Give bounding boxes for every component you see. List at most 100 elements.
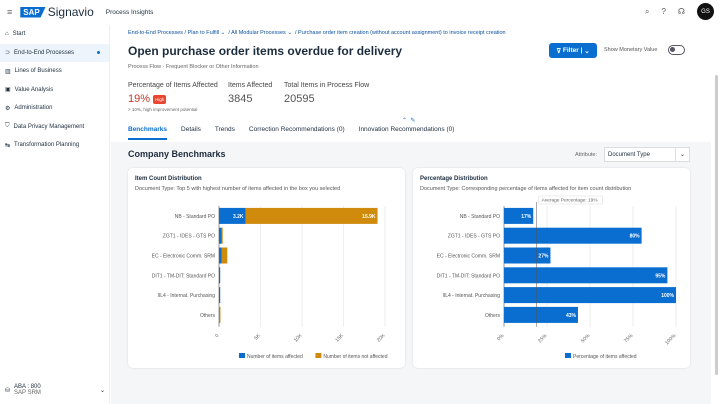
home-icon: ⌂: [5, 31, 9, 38]
filter-icon: ⊽: [556, 47, 563, 55]
data-label: 43%: [566, 313, 577, 319]
breadcrumb-item[interactable]: / Purchase order item creation (without …: [294, 30, 506, 36]
kpi-affected: Items Affected 3845: [228, 82, 272, 105]
pin-icon[interactable]: ✎: [410, 118, 416, 124]
section-title: Company Benchmarks: [128, 149, 226, 159]
tab-benchmarks[interactable]: Benchmarks: [128, 126, 168, 140]
sap-logo: SAP: [20, 6, 46, 18]
brand: Signavio: [47, 5, 94, 19]
category-label: DIT1 - TM-DIT: Standard PO: [437, 273, 500, 279]
attribute-select[interactable]: Document Type ⌄: [604, 147, 690, 162]
transform-icon: ↹: [5, 142, 11, 149]
data-label: 17%: [521, 214, 532, 220]
status-badge: High: [153, 94, 167, 104]
chart-title: Item Count Distribution: [135, 176, 202, 182]
tab-details[interactable]: Details: [181, 126, 201, 133]
legend-label: Number of items affected: [247, 354, 303, 360]
bar: [219, 267, 221, 284]
system-switcher[interactable]: ⛁ ABA : 800 SAP SRM ⌄: [5, 384, 105, 396]
bar: [504, 287, 676, 304]
system-sub: SAP SRM: [14, 390, 41, 396]
breadcrumb-item[interactable]: / All Modular Processes: [228, 30, 286, 36]
sidebar-item-label: End-to-End Processes: [14, 49, 75, 56]
sidebar-item[interactable]: ⚙ Administration: [0, 99, 109, 118]
sidebar-item[interactable]: ↹ Transformation Planning: [0, 136, 109, 155]
chevron-up-icon[interactable]: ⌃: [402, 118, 408, 124]
sidebar-item-label: Value Analysis: [14, 86, 54, 93]
sidebar-item-label: Transformation Planning: [14, 142, 80, 149]
data-label: 27%: [538, 254, 549, 260]
system-icon: ⛁: [5, 387, 11, 394]
sidebar-item[interactable]: ⛉ Data Privacy Management: [0, 118, 109, 137]
chevron-down-icon[interactable]: ⌄: [287, 30, 292, 36]
bar: [219, 207, 246, 224]
kpi-value: 20595: [284, 93, 315, 105]
kpi-label: Items Affected: [228, 82, 273, 89]
chart-icon: ▣: [5, 87, 11, 94]
category-label: EC - Electronic Comm. SRM: [437, 254, 500, 260]
data-label: 95%: [655, 273, 666, 279]
show-monetary-label: Show Monetary Value: [604, 47, 658, 53]
sidebar-item[interactable]: ⊃ End-to-End Processes: [0, 43, 109, 62]
headset-icon[interactable]: ☊: [677, 7, 685, 16]
scrollbar[interactable]: [715, 75, 718, 375]
menu-icon[interactable]: ≡: [7, 7, 13, 17]
chart-subtitle: Document Type: Top 5 with highest number…: [135, 186, 341, 192]
sidebar-item-label: Lines of Business: [14, 68, 62, 75]
attribute-value: Document Type: [608, 152, 650, 158]
chevron-down-icon: ⌄: [584, 47, 590, 55]
item-count-card: Item Count Distribution Document Type: T…: [128, 168, 405, 368]
tick-label: 20K: [376, 333, 387, 344]
benchmarks-panel: Company Benchmarks Attribute: Document T…: [111, 142, 711, 404]
kpi-total: Total Items in Process Flow 20595: [284, 82, 369, 105]
collapse-controls: ⌃ ✎: [402, 117, 415, 124]
chevron-down-icon: ⌄: [99, 387, 105, 394]
shield-icon: ⛉: [5, 123, 10, 130]
tick-label: 50%: [580, 333, 592, 345]
tick-label: 25%: [537, 333, 549, 345]
legend-swatch: [239, 353, 245, 358]
bar: [219, 306, 221, 323]
tick-label: 0%: [496, 333, 506, 343]
kpi-percentage: Percentage of Items Affected 19% High > 10…: [128, 82, 218, 112]
bar: [221, 227, 223, 244]
tab-innovation[interactable]: Innovation Recommendations (0): [358, 126, 455, 133]
category-label: Others: [485, 313, 501, 319]
chevron-down-icon[interactable]: ⌄: [220, 30, 226, 36]
active-indicator: [97, 51, 100, 55]
sidebar-item[interactable]: ⌂ Start: [0, 25, 109, 44]
logo[interactable]: SAP Signavio: [20, 5, 94, 19]
show-monetary-toggle[interactable]: [668, 45, 685, 55]
chevron-down-icon[interactable]: ⌄: [675, 148, 689, 161]
tick-label: 0: [214, 333, 220, 339]
sidebar-item[interactable]: ▣ Value Analysis: [0, 81, 109, 100]
chart-subtitle: Document Type: Corresponding percentage …: [420, 186, 632, 192]
tab-correction[interactable]: Correction Recommendations (0): [248, 126, 345, 133]
bar: [221, 247, 228, 264]
legend-label: Number of items not affected: [323, 354, 387, 360]
legend-label: Percentage of items affected: [573, 354, 637, 360]
category-label: EC - Electronic Comm. SRM: [152, 254, 215, 260]
filter-button[interactable]: ⊽ Filter | ⌄: [549, 43, 597, 58]
avatar[interactable]: GS: [697, 3, 714, 20]
filter-label: Filter: [562, 47, 579, 54]
percentage-chart: 0% 25% 50% 75% 100% NB - Standard PO 17% ZGT1 -…: [437, 195, 678, 360]
reference-label: Average Percentage: 19%: [542, 198, 599, 204]
category-label: DIT1 - TM-DIT: Standard PO: [152, 273, 215, 279]
help-icon[interactable]: ?: [661, 7, 666, 16]
legend-swatch: [315, 353, 322, 358]
tab-trends[interactable]: Trends: [214, 126, 235, 133]
gear-icon: ⚙: [5, 105, 11, 112]
breadcrumb-item[interactable]: End-to-End Processes / Plan to Fulfill: [128, 30, 220, 36]
top-bar: ≡ SAP Signavio Process Insights ⌕ ? ☊ GS: [0, 0, 720, 24]
tick-label: 10K: [293, 333, 304, 344]
tick-label: 15K: [334, 333, 345, 344]
percentage-card: Percentage Distribution Document Type: C…: [413, 168, 690, 368]
sidebar-item-label: Start: [12, 31, 26, 38]
feedback-icon[interactable]: ⌕: [644, 6, 650, 16]
building-icon: ▥: [5, 68, 11, 75]
bar: [504, 247, 551, 264]
data-label: 3.2K: [233, 214, 244, 220]
sidebar-item[interactable]: ▥ Lines of Business: [0, 62, 109, 81]
category-label: ZGT1 - IDES - GTS PO: [448, 234, 500, 240]
